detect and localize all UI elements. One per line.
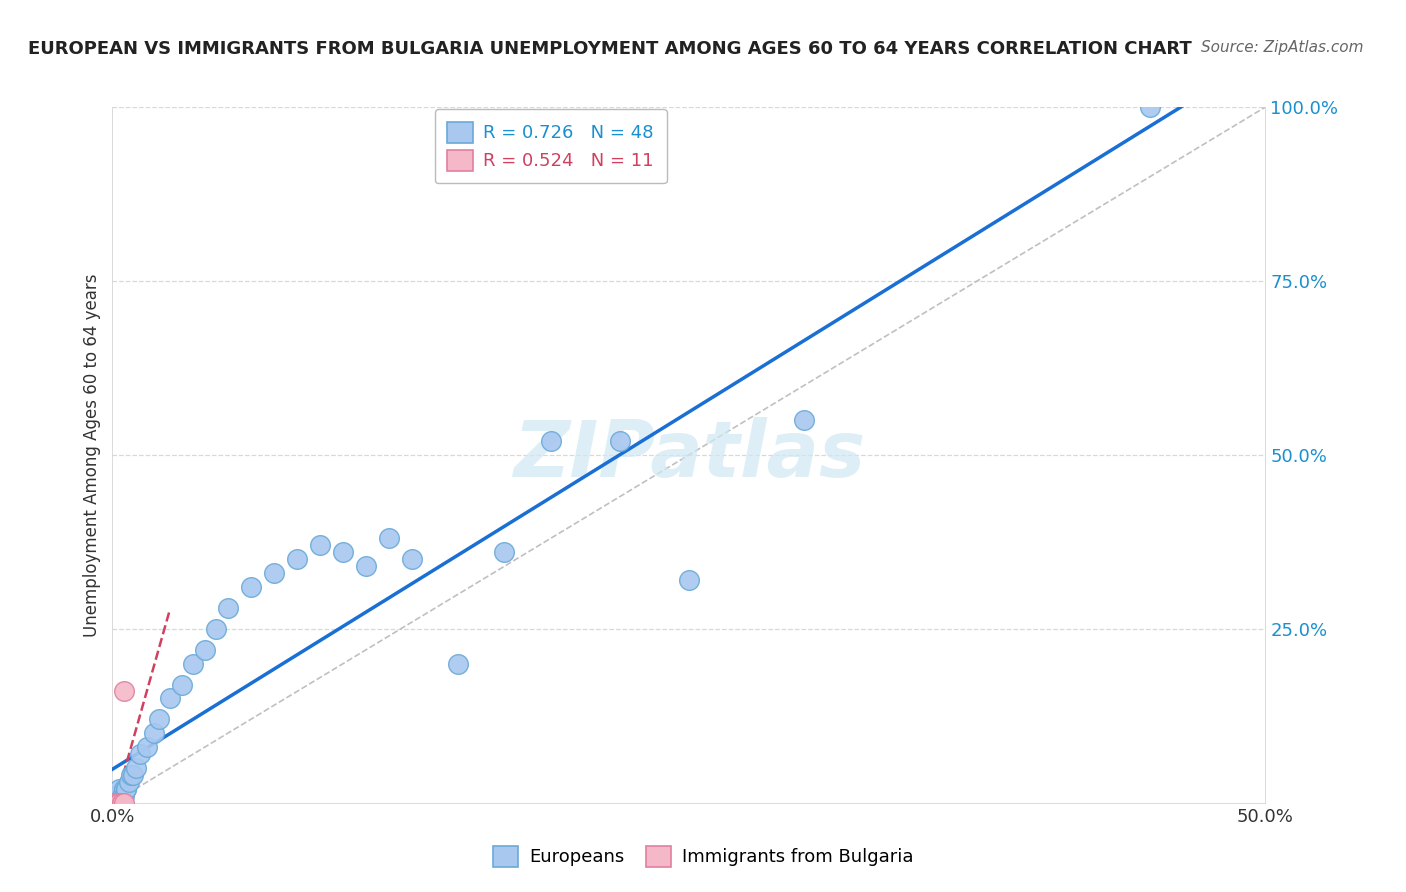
- Point: [104, 796, 127, 810]
- Point: [678, 573, 700, 587]
- Point: [793, 413, 815, 427]
- Point: [108, 796, 131, 810]
- Point: [111, 789, 134, 803]
- Point: [120, 768, 142, 782]
- Point: [354, 559, 377, 574]
- Point: [111, 796, 134, 810]
- Point: [105, 789, 128, 803]
- Point: [447, 657, 470, 671]
- Point: [205, 622, 228, 636]
- Point: [401, 552, 423, 566]
- Point: [309, 538, 332, 552]
- Point: [239, 580, 262, 594]
- Point: [101, 796, 124, 810]
- Point: [101, 796, 124, 810]
- Point: [115, 781, 138, 796]
- Point: [332, 545, 354, 559]
- Point: [540, 434, 562, 448]
- Point: [112, 684, 135, 698]
- Point: [104, 789, 127, 803]
- Point: [104, 796, 127, 810]
- Point: [105, 796, 128, 810]
- Point: [285, 552, 308, 566]
- Point: [115, 781, 138, 796]
- Point: [112, 789, 135, 803]
- Point: [101, 796, 124, 810]
- Point: [181, 657, 204, 671]
- Point: [104, 796, 127, 810]
- Point: [104, 789, 127, 803]
- Point: [101, 796, 124, 810]
- Point: [1139, 100, 1161, 114]
- Point: [117, 775, 139, 789]
- Text: EUROPEAN VS IMMIGRANTS FROM BULGARIA UNEMPLOYMENT AMONG AGES 60 TO 64 YEARS CORR: EUROPEAN VS IMMIGRANTS FROM BULGARIA UNE…: [28, 40, 1192, 58]
- Point: [194, 642, 217, 657]
- Point: [263, 566, 285, 581]
- Point: [122, 768, 145, 782]
- Point: [111, 796, 134, 810]
- Point: [112, 781, 135, 796]
- Point: [609, 434, 631, 448]
- Text: Source: ZipAtlas.com: Source: ZipAtlas.com: [1201, 40, 1364, 55]
- Point: [159, 691, 181, 706]
- Point: [105, 796, 128, 810]
- Point: [217, 601, 239, 615]
- Point: [111, 796, 134, 810]
- Legend: Europeans, Immigrants from Bulgaria: Europeans, Immigrants from Bulgaria: [485, 838, 921, 874]
- Point: [108, 789, 131, 803]
- Point: [108, 796, 131, 810]
- Point: [170, 677, 193, 691]
- Point: [112, 796, 135, 810]
- Point: [143, 726, 166, 740]
- Point: [494, 545, 516, 559]
- Point: [124, 761, 146, 775]
- Point: [129, 747, 152, 761]
- Point: [104, 796, 127, 810]
- Point: [108, 781, 131, 796]
- Text: ZIPatlas: ZIPatlas: [513, 417, 865, 493]
- Point: [104, 796, 127, 810]
- Point: [105, 796, 128, 810]
- Point: [136, 740, 159, 755]
- Point: [105, 796, 128, 810]
- Legend: R = 0.726   N = 48, R = 0.524   N = 11: R = 0.726 N = 48, R = 0.524 N = 11: [434, 109, 666, 184]
- Y-axis label: Unemployment Among Ages 60 to 64 years: Unemployment Among Ages 60 to 64 years: [83, 273, 101, 637]
- Point: [148, 712, 170, 726]
- Point: [378, 532, 401, 546]
